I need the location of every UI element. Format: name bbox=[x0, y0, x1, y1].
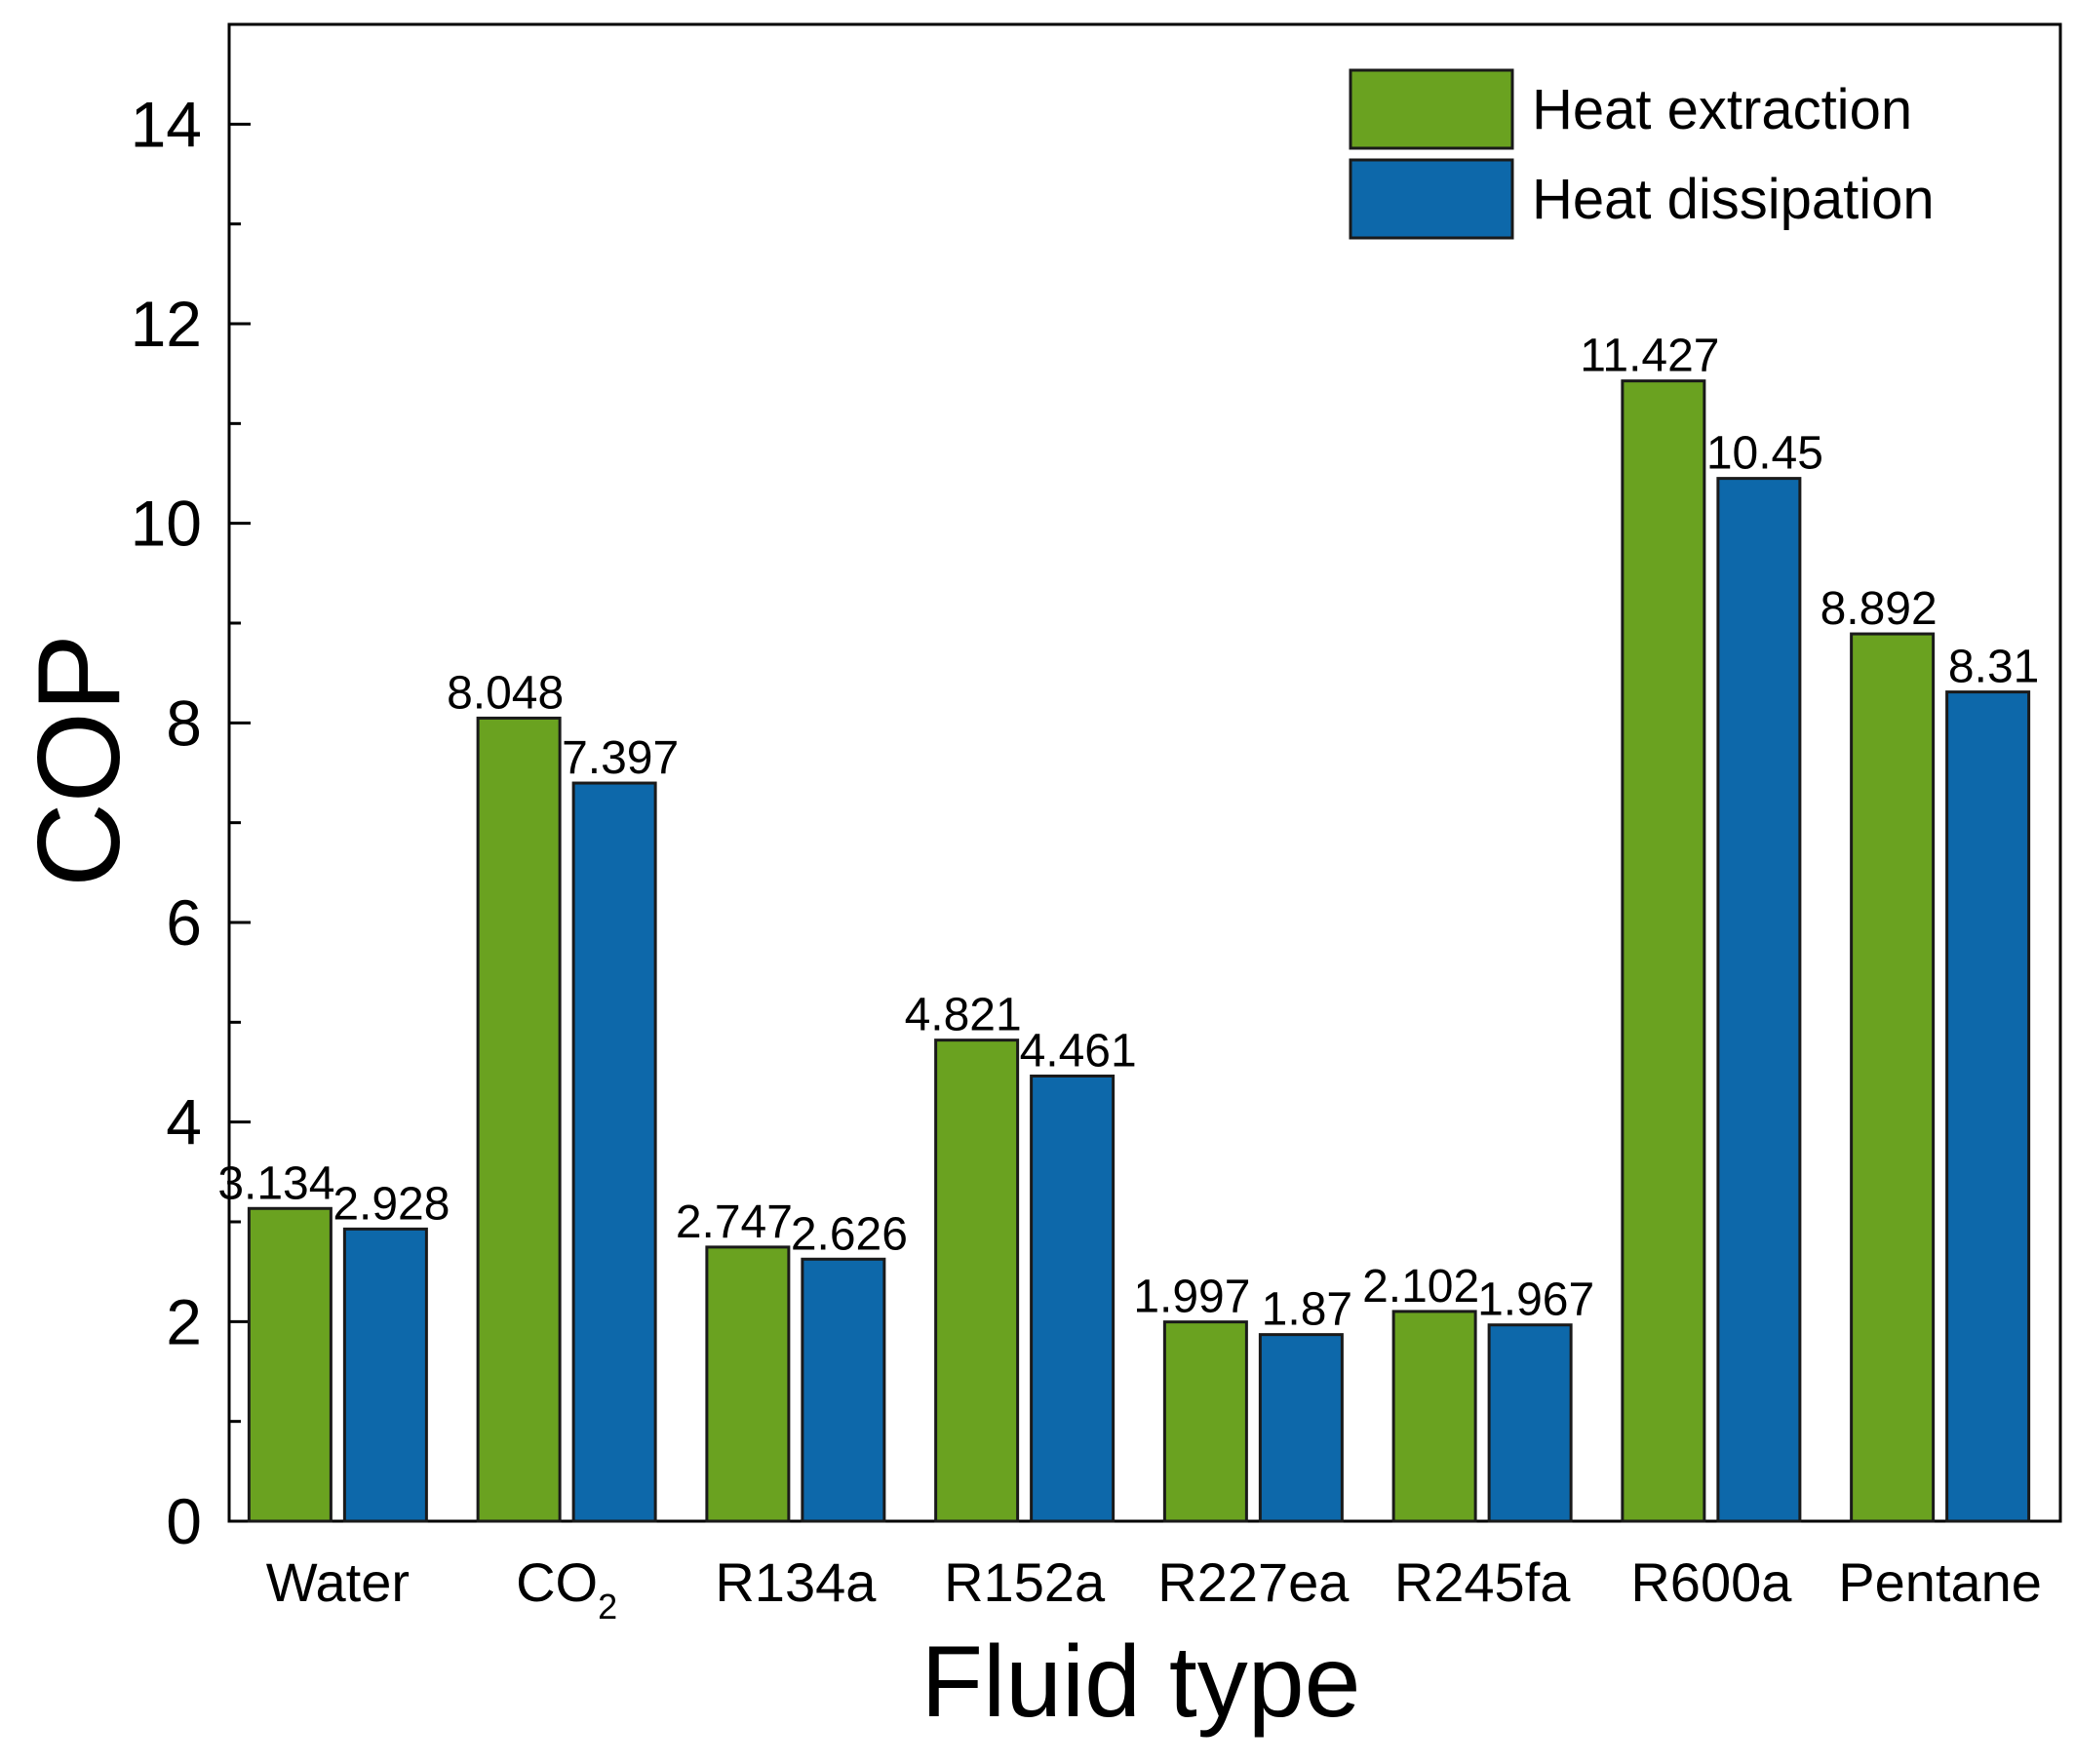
bar-heat-extraction bbox=[1850, 632, 1936, 1523]
legend-swatch bbox=[1349, 158, 1514, 240]
legend: Heat extraction Heat dissipation bbox=[1349, 68, 1935, 240]
y-tick-label: 0 bbox=[166, 1485, 202, 1557]
x-category-label: R227ea bbox=[1157, 1551, 1350, 1613]
bar-heat-extraction bbox=[247, 1206, 333, 1523]
legend-label: Heat extraction bbox=[1532, 78, 1912, 141]
bar-value-label: 8.892 bbox=[1821, 583, 1938, 635]
legend-swatch bbox=[1349, 68, 1514, 150]
bar-heat-dissipation bbox=[1030, 1074, 1116, 1523]
bar-heat-dissipation bbox=[1716, 477, 1802, 1523]
bar-value-label: 10.45 bbox=[1706, 428, 1823, 480]
bars bbox=[247, 379, 2031, 1523]
bar-value-label: 1.997 bbox=[1133, 1272, 1250, 1323]
x-axis: Water CO2 R134a R152a R227ea R245fa R600a Penta… bbox=[266, 1551, 2042, 1627]
x-category-label: R134a bbox=[715, 1551, 877, 1613]
bar-heat-extraction bbox=[1391, 1310, 1477, 1523]
x-category-label: Water bbox=[266, 1551, 410, 1613]
bar-value-label: 2.626 bbox=[791, 1208, 908, 1260]
bar-value-label: 2.747 bbox=[676, 1196, 793, 1248]
y-tick-label: 4 bbox=[166, 1086, 202, 1158]
bar-heat-extraction bbox=[705, 1245, 791, 1523]
bar-value-label: 1.967 bbox=[1477, 1274, 1594, 1326]
plot-frame bbox=[227, 22, 2062, 1523]
y-tick-label: 8 bbox=[166, 686, 202, 759]
bar-value-label: 7.397 bbox=[562, 732, 679, 784]
x-category-label: R152a bbox=[944, 1551, 1106, 1613]
bar-value-label: 4.821 bbox=[905, 990, 1022, 1041]
bar-heat-extraction bbox=[476, 716, 562, 1523]
x-category-label: CO2 bbox=[516, 1551, 617, 1627]
y-tick-label: 2 bbox=[166, 1285, 202, 1357]
y-tick-label: 12 bbox=[131, 288, 202, 360]
bar-value-label: 4.461 bbox=[1020, 1025, 1137, 1077]
x-category-label: R600a bbox=[1630, 1551, 1792, 1613]
legend-label: Heat dissipation bbox=[1532, 168, 1935, 231]
y-tick-label: 14 bbox=[131, 88, 202, 160]
bar-value-label: 2.928 bbox=[333, 1178, 450, 1230]
bar-heat-extraction bbox=[1162, 1320, 1248, 1523]
x-category-label: Pentane bbox=[1838, 1551, 2042, 1613]
bar-heat-extraction bbox=[1621, 379, 1706, 1523]
y-axis-title: COP bbox=[14, 634, 144, 887]
bar-heat-dissipation bbox=[801, 1257, 886, 1523]
bar-value-label: 11.427 bbox=[1580, 331, 1719, 382]
bar-value-label: 8.31 bbox=[1948, 642, 2039, 693]
bar-heat-extraction bbox=[934, 1039, 1020, 1523]
bar-value-label: 3.134 bbox=[217, 1157, 334, 1209]
bar-value-label: 2.102 bbox=[1362, 1261, 1479, 1313]
bar-value-label: 8.048 bbox=[447, 667, 564, 719]
y-tick-label: 10 bbox=[131, 488, 202, 560]
y-tick-label: 6 bbox=[166, 886, 202, 959]
x-category-label: R245fa bbox=[1394, 1551, 1571, 1613]
bar-value-label: 1.87 bbox=[1262, 1284, 1352, 1336]
bar-heat-dissipation bbox=[1487, 1323, 1573, 1523]
y-axis: 0 2 4 6 8 10 12 14 bbox=[131, 88, 251, 1557]
bar-heat-dissipation bbox=[571, 781, 657, 1523]
bar-heat-dissipation bbox=[342, 1227, 428, 1523]
bar-heat-dissipation bbox=[1258, 1333, 1344, 1523]
bar-heat-dissipation bbox=[1945, 690, 2031, 1523]
x-axis-title: Fluid type bbox=[921, 1626, 1361, 1739]
